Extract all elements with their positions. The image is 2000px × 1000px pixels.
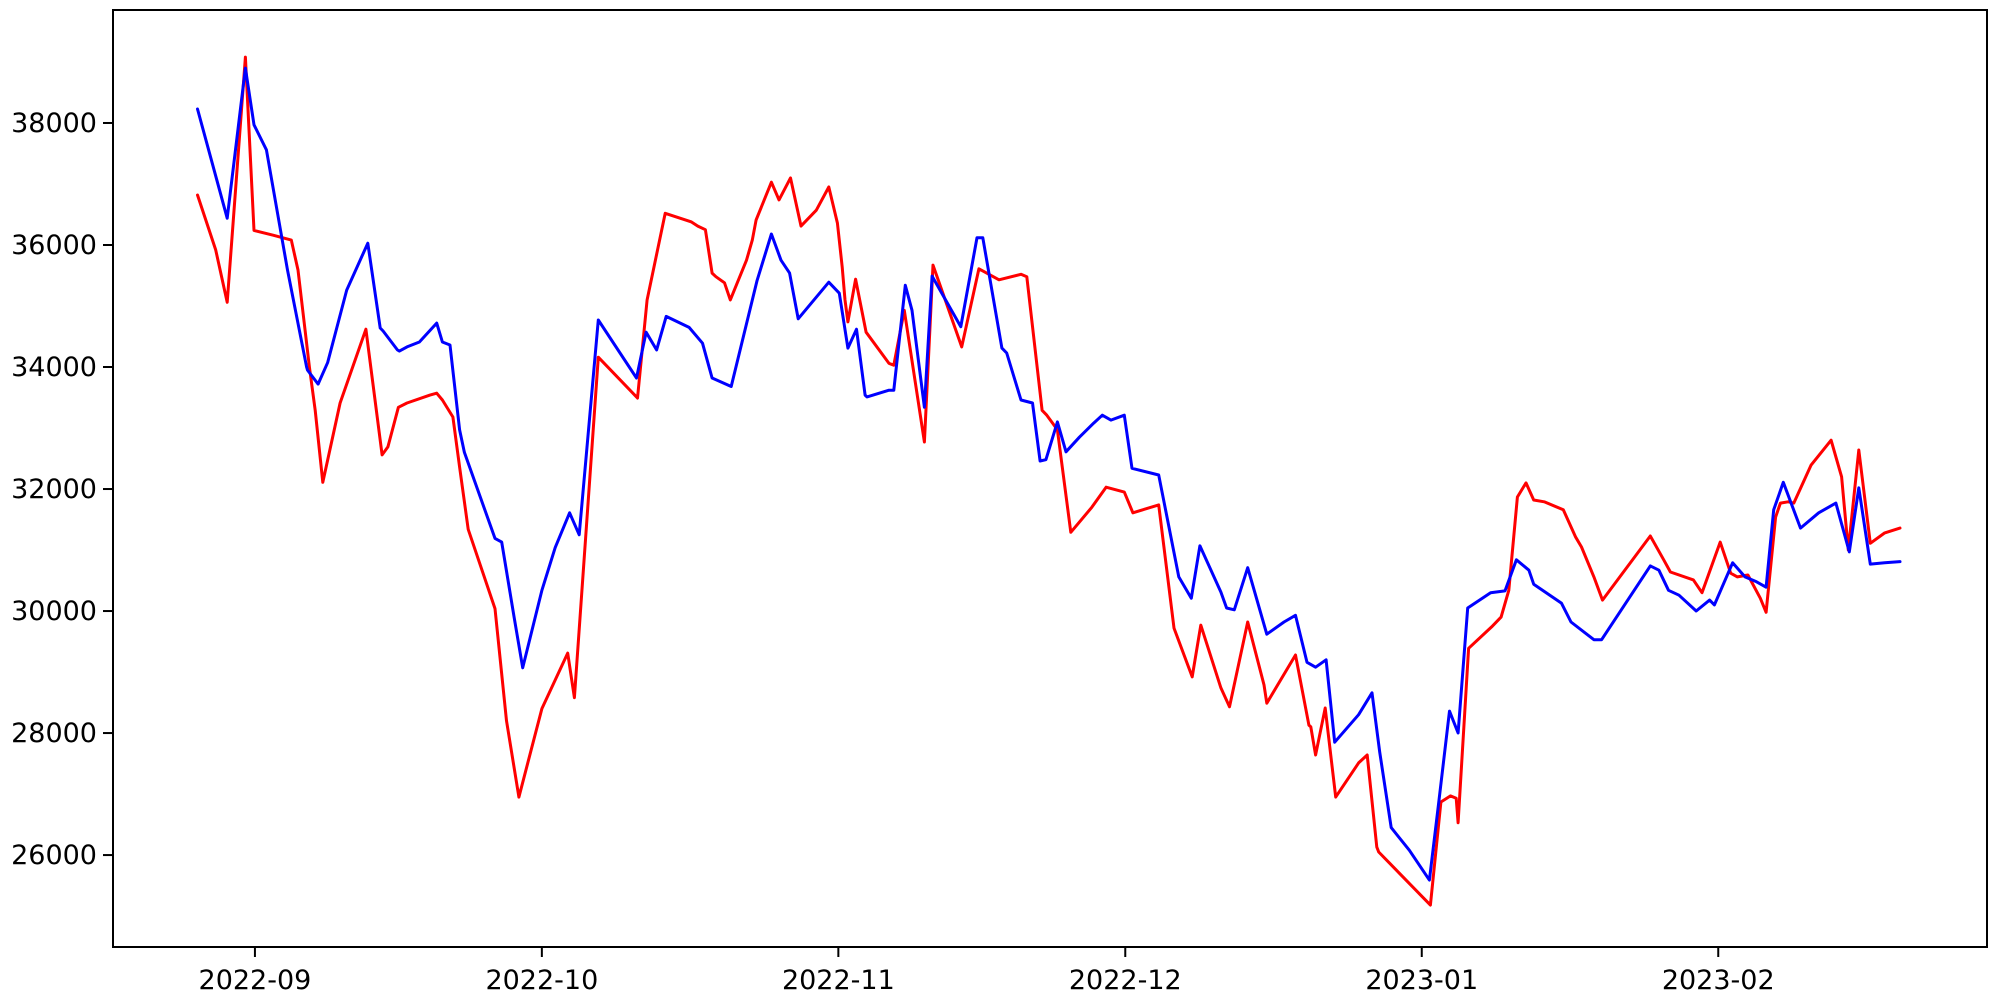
x-tick-label: 2022-10 — [485, 965, 598, 996]
y-tick-label: 34000 — [11, 352, 97, 383]
y-tick-label: 32000 — [11, 474, 97, 505]
y-tick-label: 28000 — [11, 718, 97, 749]
y-tick-label: 38000 — [11, 108, 97, 139]
x-tick-label: 2023-01 — [1365, 965, 1478, 996]
x-tick-label: 2022-11 — [782, 965, 895, 996]
y-tick-label: 36000 — [11, 230, 97, 261]
blue-series-line — [196, 66, 1902, 882]
y-tick-label: 30000 — [11, 596, 97, 627]
red-series-line — [196, 55, 1902, 907]
x-tick-label: 2022-12 — [1069, 965, 1182, 996]
x-tick-label: 2022-09 — [199, 965, 312, 996]
x-tick-label: 2023-02 — [1662, 965, 1775, 996]
y-tick-label: 26000 — [11, 840, 97, 871]
axes-frame — [112, 9, 1988, 948]
